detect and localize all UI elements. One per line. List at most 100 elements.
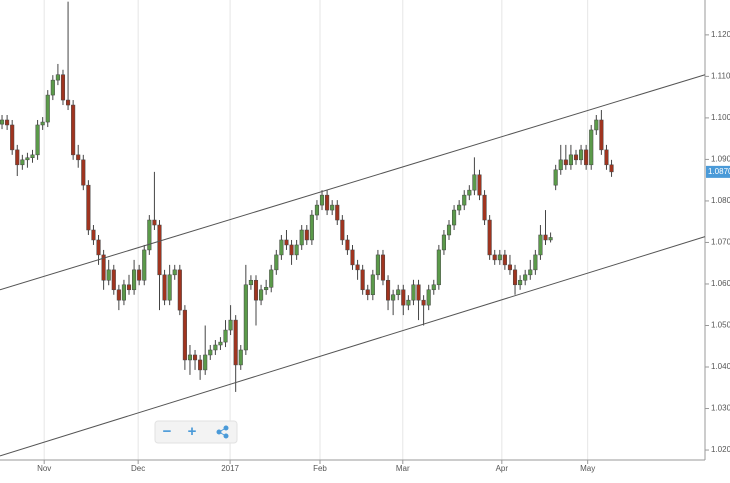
- last-price-box: [706, 165, 730, 178]
- y-tick-label: 1.0700: [711, 238, 730, 247]
- candle-body: [568, 154, 573, 166]
- candle-body: [375, 254, 380, 276]
- candle-body: [192, 354, 198, 361]
- candle-body: [558, 159, 563, 171]
- y-tick-label: 1.0500: [711, 321, 730, 330]
- candle-body: [482, 194, 487, 221]
- candle-body: [386, 279, 391, 301]
- candle-body: [492, 254, 497, 261]
- candle-body: [594, 119, 599, 131]
- candle-body: [523, 274, 528, 281]
- candle-body: [167, 274, 172, 301]
- candle-body: [279, 239, 284, 256]
- candle-body: [71, 104, 76, 156]
- candle-body: [248, 279, 253, 286]
- y-tick-label: 1.0200: [711, 445, 730, 454]
- candle-body: [157, 224, 162, 276]
- candle-body: [553, 169, 558, 186]
- candle-body: [401, 289, 406, 306]
- candle-body: [406, 299, 411, 306]
- candle-body: [96, 239, 101, 256]
- candle-body: [40, 121, 45, 126]
- y-tick-label: 1.1200: [711, 30, 730, 39]
- candle-body: [330, 204, 335, 211]
- candle-body: [355, 264, 360, 271]
- share-icon: [218, 431, 227, 437]
- candle-body: [309, 214, 314, 241]
- candle-body: [30, 154, 35, 159]
- x-tick-label: May: [580, 464, 595, 473]
- candle-body: [25, 157, 30, 161]
- candle-body: [497, 254, 502, 261]
- candle-body: [563, 159, 568, 166]
- candle-body: [86, 184, 91, 231]
- candle-body: [416, 284, 421, 301]
- candle-body: [15, 149, 20, 166]
- share-button[interactable]: [216, 425, 229, 439]
- candle-body: [203, 354, 208, 371]
- candle-body: [182, 309, 187, 361]
- candle-body: [533, 254, 538, 271]
- candle-body: [106, 269, 111, 281]
- candle-body: [152, 219, 157, 226]
- candle-body: [584, 149, 589, 166]
- x-tick-label: Feb: [313, 464, 327, 473]
- candle-body: [314, 204, 319, 216]
- candle-body: [55, 74, 60, 81]
- candle-body: [340, 219, 345, 241]
- x-tick-label: Nov: [37, 464, 51, 473]
- candle-body: [253, 279, 259, 301]
- candle-body: [325, 194, 330, 211]
- candle-body: [264, 287, 269, 291]
- zoom-out-button[interactable]: −: [163, 423, 172, 440]
- candle-body: [345, 239, 350, 251]
- candle-body: [543, 234, 548, 241]
- zoom-controls: − +: [154, 420, 238, 444]
- candle-body: [431, 284, 436, 291]
- candle-body: [177, 269, 182, 311]
- candle-body: [238, 349, 243, 366]
- candle-body: [81, 159, 86, 186]
- candle-body: [289, 244, 294, 256]
- candle-body: [91, 229, 96, 241]
- candle-body: [172, 269, 177, 276]
- candle-body: [60, 74, 66, 101]
- candle-body: [208, 349, 213, 356]
- zoom-in-button[interactable]: +: [188, 423, 197, 440]
- trendline: [0, 74, 706, 291]
- candle-body: [411, 284, 416, 301]
- y-tick-label: 1.0300: [711, 404, 730, 413]
- y-tick-label: 1.0900: [711, 155, 730, 164]
- candle-body: [457, 204, 462, 211]
- candle-body: [294, 244, 299, 256]
- y-tick-label: 1.1000: [711, 113, 730, 122]
- candle-body: [573, 154, 579, 161]
- candle-body: [233, 319, 238, 366]
- candle-body: [5, 119, 10, 126]
- candle-body: [132, 269, 137, 291]
- candle-body: [538, 234, 543, 256]
- candle-body: [360, 269, 365, 291]
- candle-body: [101, 254, 106, 281]
- x-tick-label: Apr: [496, 464, 509, 473]
- candle-body: [609, 164, 614, 173]
- candle-body: [35, 124, 40, 156]
- candle-body: [218, 341, 223, 346]
- candle-body: [462, 194, 467, 206]
- candle-body: [259, 289, 264, 301]
- last-price-label: 1.0870: [708, 167, 730, 176]
- candle-body: [370, 274, 375, 296]
- candle-body: [213, 344, 218, 351]
- candle-body: [147, 219, 152, 251]
- candle-body: [50, 79, 55, 96]
- candle-body: [477, 174, 482, 196]
- candle-body: [599, 119, 604, 151]
- candle-body: [45, 94, 50, 123]
- candle-body: [507, 264, 513, 271]
- controls-bg: [154, 420, 238, 444]
- candle-body: [142, 249, 147, 281]
- candle-body: [187, 354, 193, 361]
- candle-body: [380, 254, 386, 281]
- candle-body: [162, 274, 167, 301]
- candle-body: [198, 359, 203, 371]
